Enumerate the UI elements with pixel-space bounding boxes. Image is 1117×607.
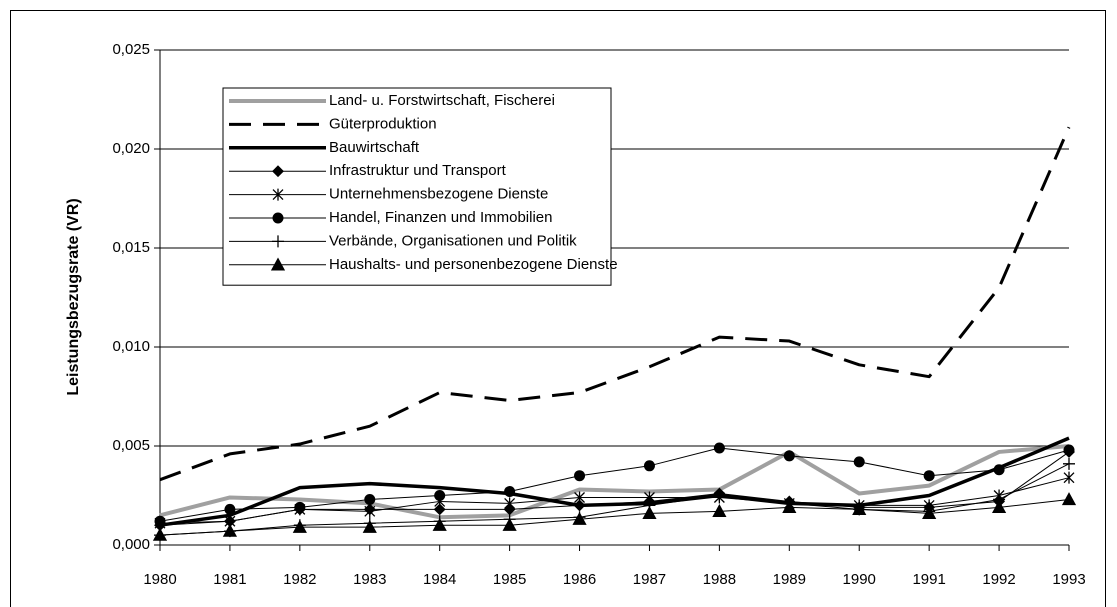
legend-label: Handel, Finanzen und Immobilien bbox=[329, 209, 552, 226]
legend-label: Haushalts- und personenbezogene Dienste bbox=[329, 256, 618, 273]
x-tick-label: 1991 bbox=[912, 571, 945, 588]
x-tick-label: 1982 bbox=[283, 571, 316, 588]
x-tick-label: 1981 bbox=[213, 571, 246, 588]
data-point bbox=[504, 497, 516, 510]
x-tick-label: 1987 bbox=[633, 571, 666, 588]
series-line bbox=[159, 126, 1071, 482]
data-point bbox=[993, 464, 1005, 476]
data-point bbox=[292, 519, 307, 533]
x-tick-label: 1993 bbox=[1052, 571, 1085, 588]
data-point bbox=[643, 460, 655, 472]
legend-box bbox=[222, 87, 612, 286]
legend-label: Land- u. Forstwirtschaft, Fischerei bbox=[329, 92, 555, 109]
data-point bbox=[1063, 471, 1075, 484]
legend-label: Infrastruktur und Transport bbox=[329, 162, 507, 179]
data-point bbox=[783, 450, 795, 462]
y-tick-label: 0,015 bbox=[112, 239, 150, 256]
legend-label: Verbände, Organisationen und Politik bbox=[329, 232, 577, 249]
series-line bbox=[159, 447, 1070, 522]
data-point bbox=[224, 503, 236, 515]
y-tick-label: 0,005 bbox=[112, 437, 150, 454]
data-point bbox=[712, 503, 727, 517]
data-point bbox=[1063, 444, 1075, 456]
data-point bbox=[152, 527, 168, 541]
x-tick-label: 1992 bbox=[982, 571, 1015, 588]
data-point bbox=[713, 489, 726, 502]
data-point bbox=[991, 500, 1007, 514]
legend-marker bbox=[272, 235, 284, 248]
data-point bbox=[853, 456, 865, 468]
data-point bbox=[782, 500, 797, 514]
data-point bbox=[574, 491, 585, 504]
x-tick-label: 1983 bbox=[353, 571, 386, 588]
data-point bbox=[433, 503, 446, 516]
y-tick-label: 0,000 bbox=[112, 536, 150, 553]
data-point bbox=[642, 505, 657, 519]
y-tick-label: 0,010 bbox=[112, 338, 150, 355]
data-point bbox=[852, 502, 867, 516]
data-point bbox=[364, 493, 376, 505]
data-point bbox=[502, 517, 517, 531]
x-tick-label: 1986 bbox=[563, 571, 596, 588]
legend-label: Güterproduktion bbox=[329, 115, 437, 132]
legend-label: Unternehmensbezogene Dienste bbox=[329, 186, 548, 203]
data-point bbox=[1061, 492, 1077, 506]
series-line bbox=[159, 477, 1070, 524]
y-tick-label: 0,025 bbox=[112, 41, 150, 58]
data-point bbox=[432, 517, 447, 531]
data-point bbox=[923, 470, 935, 482]
data-point bbox=[294, 501, 306, 513]
data-point bbox=[504, 486, 516, 498]
data-point bbox=[713, 442, 725, 454]
series-line bbox=[159, 436, 1070, 527]
data-point bbox=[922, 505, 937, 519]
y-tick-label: 0,020 bbox=[112, 140, 150, 157]
data-point bbox=[364, 505, 376, 518]
x-tick-label: 1989 bbox=[773, 571, 806, 588]
x-tick-label: 1980 bbox=[143, 571, 176, 588]
data-point bbox=[572, 511, 587, 525]
legend-label: Bauwirtschaft bbox=[329, 139, 420, 156]
data-point bbox=[222, 523, 238, 537]
x-tick-label: 1990 bbox=[843, 571, 876, 588]
legend-marker bbox=[272, 188, 284, 201]
data-point bbox=[574, 470, 586, 482]
data-point bbox=[434, 490, 446, 501]
legend-marker bbox=[272, 165, 284, 178]
y-axis-title: Leistungsbezugsrate (VR) bbox=[65, 198, 82, 395]
series-line bbox=[159, 444, 1070, 520]
x-tick-label: 1988 bbox=[703, 571, 736, 588]
x-tick-label: 1985 bbox=[493, 571, 526, 588]
series-line bbox=[159, 463, 1070, 536]
series-line bbox=[159, 498, 1070, 536]
legend-marker bbox=[272, 212, 284, 224]
x-tick-label: 1984 bbox=[423, 571, 456, 588]
data-point bbox=[154, 515, 166, 527]
data-point bbox=[362, 519, 377, 533]
data-point bbox=[1063, 457, 1075, 470]
legend-marker bbox=[270, 257, 286, 271]
data-point bbox=[573, 499, 586, 512]
